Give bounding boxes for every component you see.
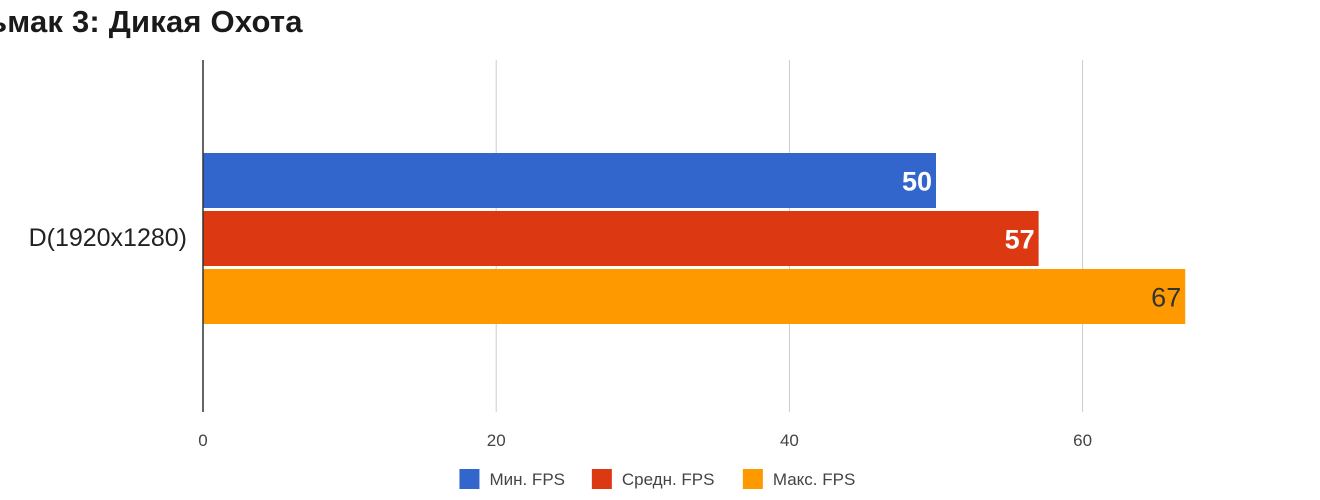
bar [203,211,1039,266]
data-label: 50 [902,167,932,197]
tick-label: 20 [487,431,506,450]
chart-title: ьмак 3: Дикая Охота [0,4,303,39]
tick-label: 0 [198,431,207,450]
bar [203,269,1186,324]
legend-swatch [742,469,763,489]
data-label: 57 [1005,225,1035,255]
bar [203,153,936,208]
category-label: D(1920x1280) [29,224,187,252]
legend-label: Макс. FPS [773,470,855,489]
legend-label: Средн. FPS [622,470,715,489]
tick-label: 40 [780,431,799,450]
legend-swatch [459,469,480,489]
tick-label: 60 [1073,431,1092,450]
data-label: 67 [1151,283,1181,313]
legend-swatch [591,469,612,489]
legend-label: Мин. FPS [489,470,565,489]
